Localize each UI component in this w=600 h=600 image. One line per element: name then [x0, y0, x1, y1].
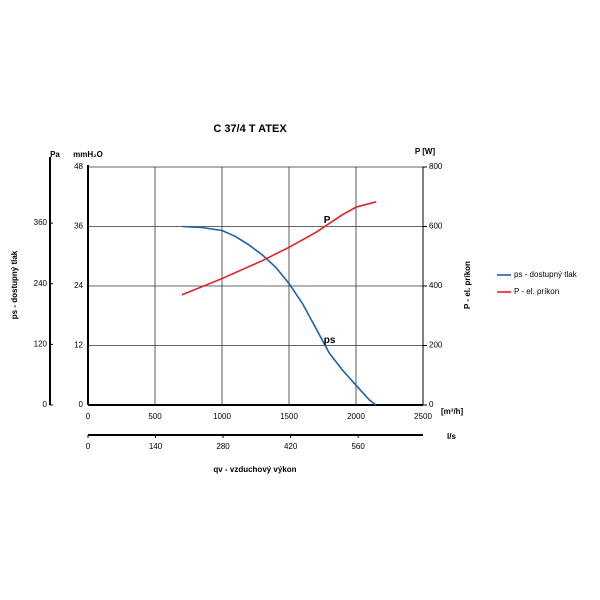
pa-tick-label: 0 — [43, 400, 48, 409]
x2-tick-label: 140 — [149, 442, 163, 451]
y2-tick-label: 800 — [429, 162, 443, 171]
y-label: ps - dostupný tlak — [10, 250, 19, 319]
pa-tick-label: 120 — [34, 339, 48, 348]
y-tick-label: 48 — [74, 162, 83, 171]
y2-tick-label: 600 — [429, 222, 443, 231]
x2-tick-label: 420 — [284, 442, 298, 451]
x-tick-label: 1000 — [213, 412, 231, 421]
curve — [181, 201, 377, 296]
y-tick-label: 0 — [79, 400, 84, 409]
y2-tick-label: 400 — [429, 281, 443, 290]
x-tick-label: 2500 — [414, 412, 432, 421]
legend-label: P - el. príkon — [514, 287, 559, 296]
x-label: qv - vzduchový výkon — [213, 465, 296, 474]
curve-label: P — [324, 215, 331, 226]
x2-tick-label: 560 — [351, 442, 365, 451]
chart-title: C 37/4 T ATEX — [213, 123, 287, 135]
x-tick-label: 0 — [86, 412, 91, 421]
curve-label: ps — [324, 335, 336, 346]
y-unit: mmH₂O — [73, 150, 103, 159]
y2-label: P - el. príkon — [463, 261, 472, 309]
legend-label: ps - dostupný tlak — [514, 270, 578, 279]
x-tick-label: 2000 — [347, 412, 365, 421]
y-tick-label: 24 — [74, 281, 83, 290]
y-tick-label: 36 — [74, 222, 83, 231]
x2-tick-label: 0 — [86, 442, 91, 451]
pa-tick-label: 360 — [34, 218, 48, 227]
x-tick-label: 500 — [148, 412, 162, 421]
y2-tick-label: 200 — [429, 341, 443, 350]
y-tick-label: 12 — [74, 341, 83, 350]
pa-unit: Pa — [50, 150, 60, 159]
x2-unit: l/s — [447, 432, 456, 441]
x-tick-label: 1500 — [280, 412, 298, 421]
x2-tick-label: 280 — [216, 442, 230, 451]
pa-tick-label: 240 — [34, 279, 48, 288]
y2-unit: P [W] — [415, 147, 436, 156]
x-unit: [m³/h] — [441, 407, 464, 416]
curve — [181, 225, 377, 406]
y2-tick-label: 0 — [429, 400, 434, 409]
